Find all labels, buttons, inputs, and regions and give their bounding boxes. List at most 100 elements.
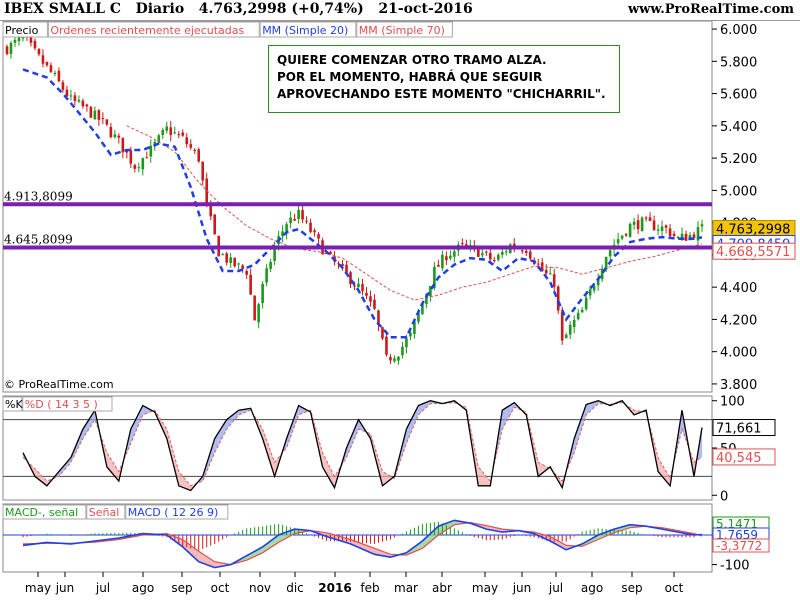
macd-legend-2: Señal: [89, 506, 120, 519]
stoch-fill: [354, 419, 359, 439]
price-tag-box-3: [712, 242, 796, 260]
x-tick-label: abr: [432, 581, 452, 595]
candle-body: [273, 246, 276, 261]
candle-body: [361, 284, 364, 292]
candle-body: [433, 266, 436, 289]
x-tick-label: 2016: [318, 581, 351, 595]
stoch-fill: [538, 462, 543, 477]
macd-fill: [178, 538, 183, 547]
candle-body: [381, 327, 384, 339]
candle-body: [680, 233, 684, 238]
candle-body: [73, 95, 77, 101]
macd-legend-box-2: [86, 504, 126, 520]
stoch-fill: [106, 452, 111, 472]
stoch-ytick-label: 0: [720, 489, 728, 504]
candle-body: [520, 250, 524, 252]
macd-tag-label-3: -3,3772: [716, 539, 762, 553]
candle-body: [249, 274, 252, 295]
candle-body: [149, 145, 153, 157]
stoch-fill: [86, 416, 91, 433]
candle-body: [604, 256, 608, 270]
candle-body: [496, 255, 500, 260]
candle-body: [177, 134, 181, 136]
candle-body: [660, 226, 664, 231]
stoch-fill: [82, 422, 87, 439]
stoch-fill: [478, 466, 483, 486]
candle-body: [461, 243, 464, 245]
copyright-label: © ProRealTime.com: [4, 378, 114, 391]
level-label-2: 4.645,8099: [4, 233, 73, 247]
candle-body: [77, 99, 81, 102]
stoch-legend-box-2: [22, 396, 113, 412]
candle-body: [552, 274, 556, 287]
site-url[interactable]: www.ProRealTime.com: [627, 2, 794, 17]
stoch-fill: [330, 468, 335, 488]
candle-body: [489, 252, 492, 260]
candle-body: [109, 126, 113, 138]
instrument-title: IBEX SMALL C Diario 4.763,2998 (+0,74%) …: [4, 1, 473, 17]
candle-body: [536, 263, 540, 265]
macd-fill: [198, 551, 203, 564]
candle-body: [564, 334, 568, 339]
stoch-fill: [138, 405, 143, 425]
candle-body: [337, 263, 340, 265]
stoch-fill: [286, 427, 291, 448]
x-tick-label: nov: [249, 581, 271, 595]
candle-body: [401, 346, 404, 356]
candle-body: [189, 144, 193, 148]
candle-body: [197, 149, 201, 162]
stoch-fill: [270, 451, 275, 477]
stoch-fill: [66, 457, 71, 467]
x-tick-label: jul: [548, 581, 563, 595]
candle-body: [349, 272, 352, 285]
stoch-fill: [62, 462, 67, 472]
stoch-tag-label-2: 40,545: [716, 451, 762, 466]
x-tick-label: may: [25, 581, 51, 595]
x-tick-label: ago: [581, 581, 603, 595]
candle-body: [417, 312, 420, 322]
candle-body: [672, 233, 676, 236]
panel-frame-2: [2, 395, 713, 501]
price-ytick-label: 5.000: [720, 184, 757, 199]
candle-body: [572, 320, 576, 328]
candle-body: [193, 150, 197, 152]
candle-body: [664, 225, 668, 228]
annotation-line-2: POR EL MOMENTO, HABRÁ QUE SEGUIR: [277, 70, 543, 84]
candle-body: [600, 268, 604, 280]
candle-body: [620, 235, 624, 239]
x-tick-label: sep: [171, 581, 192, 595]
candle-body: [544, 269, 548, 274]
stoch-ytick-label: 100: [720, 395, 745, 410]
candle-body: [209, 205, 213, 217]
x-tick-label: jun: [55, 581, 75, 595]
stoch-fill: [130, 421, 135, 444]
candle-body: [405, 338, 408, 348]
candle-body: [528, 251, 532, 259]
x-tick-label: jul: [95, 581, 110, 595]
candle-body: [481, 253, 484, 256]
macd-legend-box-1: [2, 504, 87, 520]
candle-body: [385, 336, 388, 355]
candle-body: [369, 296, 372, 302]
stoch-fill: [410, 413, 415, 434]
candle-body: [441, 254, 444, 269]
candle-body: [297, 209, 300, 220]
candle-body: [89, 106, 93, 118]
stoch-fill: [350, 429, 355, 448]
stoch-fill: [578, 415, 583, 441]
candle-body: [121, 137, 125, 153]
stoch-fill: [502, 407, 507, 430]
candle-body: [237, 263, 240, 265]
candle-body: [157, 135, 161, 143]
stoch-fill: [134, 413, 139, 434]
candle-body: [397, 356, 400, 361]
candle-body: [373, 299, 376, 309]
annotation-line-3: APROVECHANDO ESTE MOMENTO "CHICHARRIL".: [277, 87, 606, 101]
candle-body: [305, 220, 308, 222]
candle-body: [185, 137, 189, 145]
macd-ytick-label: -100: [720, 559, 750, 574]
price-legend-box-4: [356, 21, 453, 38]
stoch-fill: [162, 422, 167, 439]
candle-body: [624, 233, 628, 236]
stoch-tag-box-2: [712, 448, 776, 466]
